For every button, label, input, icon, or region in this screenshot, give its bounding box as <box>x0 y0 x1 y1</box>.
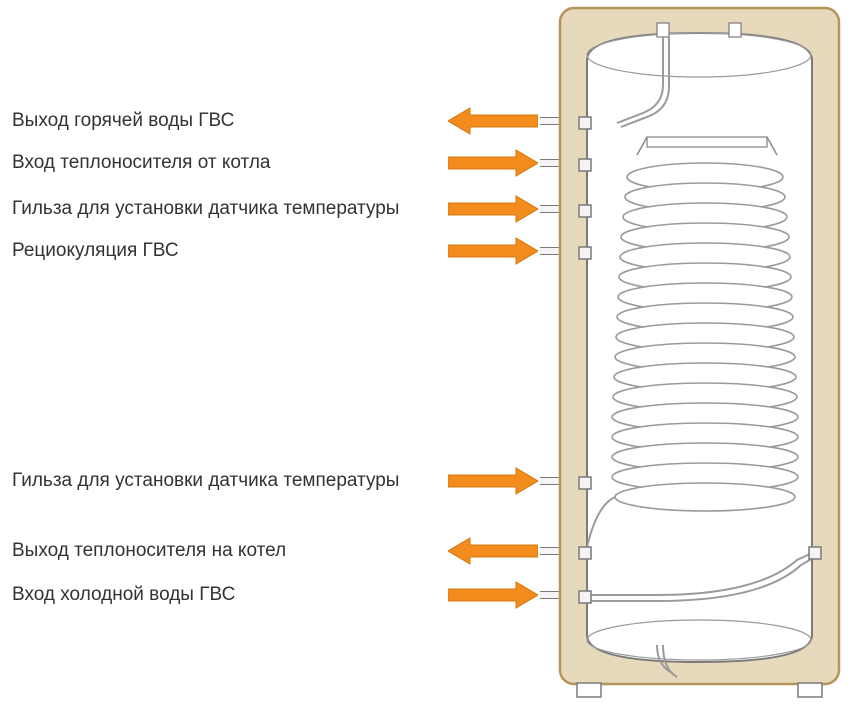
arrow-1 <box>448 148 538 178</box>
arrow-left-icon <box>448 106 538 136</box>
arrow-5 <box>448 536 538 566</box>
arrow-right-icon <box>448 580 538 610</box>
port-label-2: Гильза для установки датчика температуры <box>12 198 399 220</box>
tank-cutaway-icon <box>557 5 842 702</box>
port-label-1: Вход теплоносителя от котла <box>12 152 270 174</box>
arrow-3 <box>448 236 538 266</box>
arrow-right-icon <box>448 466 538 496</box>
port-label-4: Гильза для установки датчика температуры <box>12 470 399 492</box>
arrow-6 <box>448 580 538 610</box>
boiler-tank <box>557 5 842 702</box>
arrow-right-icon <box>448 194 538 224</box>
arrow-right-icon <box>448 148 538 178</box>
port-label-5: Выход теплоносителя на котел <box>12 540 286 562</box>
arrow-left-icon <box>448 536 538 566</box>
port-label-0: Выход горячей воды ГВС <box>12 110 234 132</box>
port-label-3: Рециокуляция ГВС <box>12 240 179 262</box>
arrow-2 <box>448 194 538 224</box>
arrow-4 <box>448 466 538 496</box>
arrow-right-icon <box>448 236 538 266</box>
arrow-0 <box>448 106 538 136</box>
port-label-6: Вход холодной воды ГВС <box>12 584 235 606</box>
